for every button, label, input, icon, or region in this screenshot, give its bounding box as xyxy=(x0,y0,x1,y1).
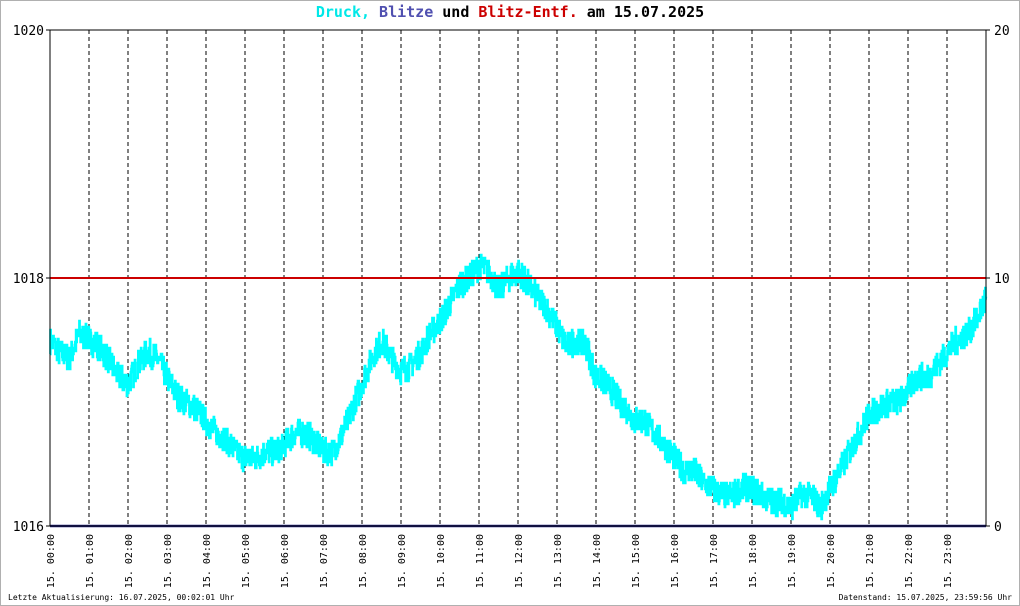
x-tick-label: 15. 17:00 xyxy=(709,534,720,588)
footer-data-status: Datenstand: 15.07.2025, 23:59:56 Uhr xyxy=(838,593,1012,602)
footer-last-update: Letzte Aktualisierung: 16.07.2025, 00:02… xyxy=(8,593,235,602)
y-left-tick-label: 1018 xyxy=(13,272,44,287)
x-tick-label: 15. 03:00 xyxy=(163,534,174,588)
x-tick-label: 15. 04:00 xyxy=(202,534,213,588)
chart-labels: 1020 1018 1016 20 10 0 15. 00:00 15. 01:00 15. 0… xyxy=(13,24,1010,588)
x-tick-label: 15. 20:00 xyxy=(826,534,837,588)
x-tick-label: 15. 01:00 xyxy=(85,534,96,588)
x-tick-label: 15. 16:00 xyxy=(670,534,681,588)
x-tick-label: 15. 11:00 xyxy=(475,534,486,588)
series-pressure xyxy=(49,253,988,521)
x-tick-label: 15. 10:00 xyxy=(436,534,447,588)
y-left-tick-label: 1016 xyxy=(13,520,44,535)
y-right-tick-label: 0 xyxy=(994,520,1002,535)
x-tick-label: 15. 21:00 xyxy=(865,534,876,588)
y-right-tick-label: 10 xyxy=(994,272,1010,287)
chart-axes xyxy=(46,29,990,527)
x-tick-label: 15. 23:00 xyxy=(943,534,954,588)
x-tick-label: 15. 06:00 xyxy=(280,534,291,588)
x-tick-label: 15. 02:00 xyxy=(124,534,135,588)
x-tick-label: 15. 13:00 xyxy=(553,534,564,588)
title-and: und xyxy=(442,3,470,21)
x-tick-label: 15. 14:00 xyxy=(592,534,603,588)
y-left-tick-label: 1020 xyxy=(13,24,44,39)
x-tick-label: 15. 12:00 xyxy=(514,534,525,588)
x-tick-label: 15. 15:00 xyxy=(631,534,642,588)
y-right-tick-label: 20 xyxy=(994,24,1010,39)
x-tick-label: 15. 09:00 xyxy=(397,534,408,588)
pressure-line xyxy=(49,253,988,521)
x-tick-label: 15. 00:00 xyxy=(46,534,57,588)
title-distance: Blitz-Entf. xyxy=(478,3,578,21)
title-date: am 15.07.2025 xyxy=(586,3,705,21)
x-tick-label: 15. 05:00 xyxy=(241,534,252,588)
chart-title: Druck, Blitze und Blitz-Entf. am 15.07.2… xyxy=(0,3,1020,21)
x-tick-label: 15. 07:00 xyxy=(319,534,330,588)
x-tick-label: 15. 08:00 xyxy=(358,534,369,588)
title-lightning: Blitze xyxy=(379,3,434,21)
title-pressure: Druck, xyxy=(315,3,371,21)
x-tick-label: 15. 22:00 xyxy=(904,534,915,588)
x-tick-label: 15. 19:00 xyxy=(787,534,798,588)
x-tick-label: 15. 18:00 xyxy=(748,534,759,588)
